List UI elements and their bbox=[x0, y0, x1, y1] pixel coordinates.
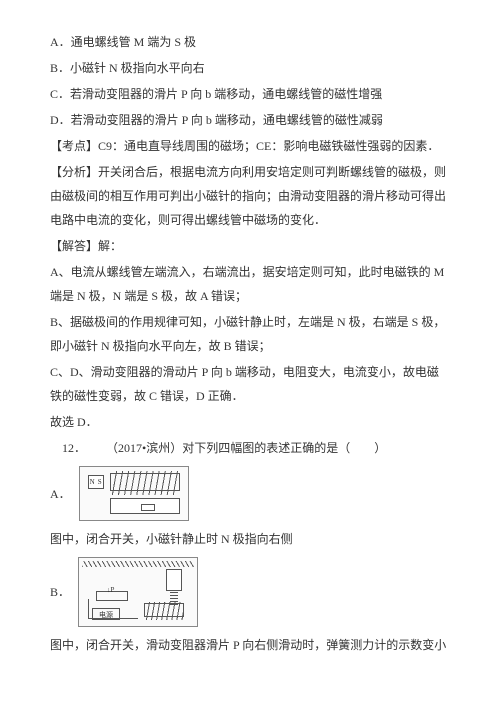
jieda-conclude: 故选 D． bbox=[50, 410, 450, 434]
fenxi-text: 开关闭合后，根据电流方向利用安培定则可判断螺线管的磁极，则由磁极间的相互作用可判… bbox=[50, 165, 446, 227]
jieda-para-cd: C、D、滑动变阻器的滑动片 P 向 b 端移动，电阻变大，电流变小，故电磁铁的磁… bbox=[50, 360, 450, 408]
diagram-b: 电源 bbox=[78, 557, 198, 627]
figure-a-row: A． bbox=[50, 466, 450, 521]
option-d: D．若滑动变阻器的滑片 P 向 b 端移动，通电螺线管的磁性减弱 bbox=[50, 108, 450, 132]
figure-b-label: B． bbox=[50, 580, 70, 604]
figure-b-row: B． 电源 bbox=[50, 557, 450, 627]
figure-a-label: A． bbox=[50, 482, 71, 506]
circuit-box bbox=[110, 498, 180, 514]
fenxi-line: 【分析】开关闭合后，根据电流方向利用安培定则可判断螺线管的磁极，则由磁极间的相互… bbox=[50, 160, 450, 232]
q12-source: （2017•滨州）对下列四幅图的表述正确的是（ ） bbox=[94, 436, 386, 460]
diagram-a bbox=[79, 466, 189, 521]
jieda-jie: 解： bbox=[98, 239, 122, 253]
solenoid-coil bbox=[110, 473, 180, 491]
jieda-para-a: A、电流从螺线管左端流入，右端流出，据安培定则可知，此时电磁铁的 M 端是 N … bbox=[50, 260, 450, 308]
q12-number: 12． bbox=[50, 436, 86, 460]
spring-scale-icon bbox=[166, 569, 182, 591]
kaodian-line: 【考点】C9：通电直导线周围的磁场；CE：影响电磁铁磁性强弱的因素． bbox=[50, 134, 450, 158]
ceiling-hatching bbox=[82, 561, 194, 567]
jieda-para-b: B、据磁极间的作用规律可知，小磁针静止时，左端是 N 极，右端是 S 极，即小磁… bbox=[50, 310, 450, 358]
jieda-label: 【解答】 bbox=[50, 239, 98, 253]
question-12: 12． （2017•滨州）对下列四幅图的表述正确的是（ ） bbox=[50, 436, 450, 460]
option-b: B．小磁针 N 极指向水平向右 bbox=[50, 56, 450, 80]
jieda-header: 【解答】解： bbox=[50, 234, 450, 258]
option-c: C．若滑动变阻器的滑片 P 向 b 端移动，通电螺线管的磁性增强 bbox=[50, 82, 450, 106]
option-a: A．通电螺线管 M 端为 S 极 bbox=[50, 30, 450, 54]
caption-b: 图中，闭合开关，滑动变阻器滑片 P 向右侧滑动时，弹簧测力计的示数变小 bbox=[50, 633, 450, 657]
power-source-label: 电源 bbox=[92, 608, 120, 620]
compass-icon bbox=[88, 475, 104, 489]
caption-a: 图中，闭合开关，小磁针静止时 N 极指向右侧 bbox=[50, 527, 450, 551]
solenoid-coil-b bbox=[144, 603, 184, 617]
fenxi-label: 【分析】 bbox=[50, 165, 98, 179]
kaodian-label: 【考点】 bbox=[50, 139, 98, 153]
kaodian-text: C9：通电直导线周围的磁场；CE：影响电磁铁磁性强弱的因素． bbox=[98, 139, 439, 153]
